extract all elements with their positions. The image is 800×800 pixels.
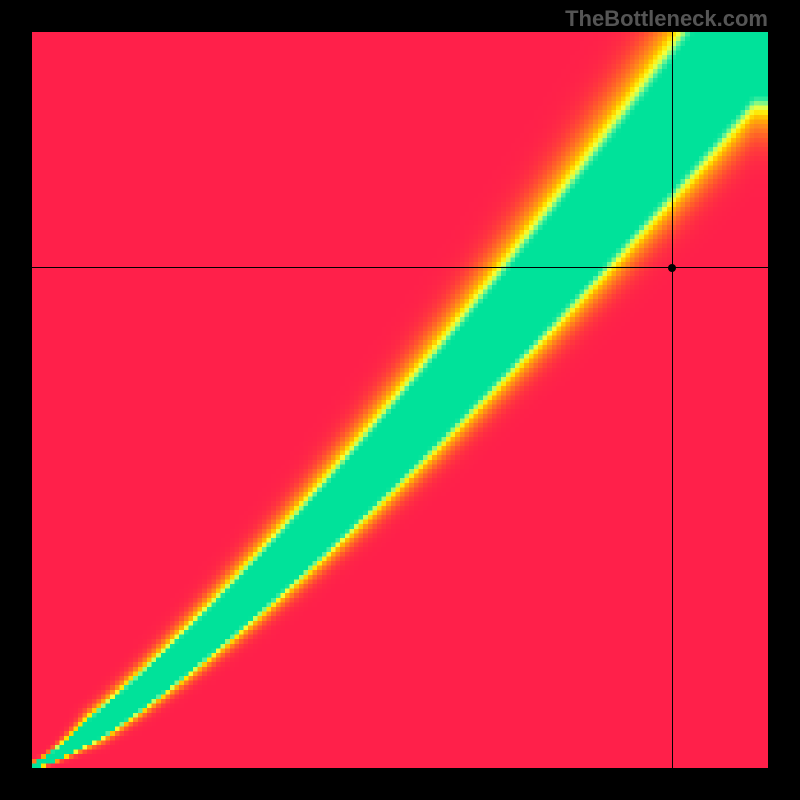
crosshair-marker-dot [668,264,676,272]
crosshair-vertical-line [672,32,673,768]
chart-container: TheBottleneck.com [0,0,800,800]
watermark-text: TheBottleneck.com [565,6,768,32]
crosshair-horizontal-line [32,267,768,268]
bottleneck-heatmap [32,32,768,768]
